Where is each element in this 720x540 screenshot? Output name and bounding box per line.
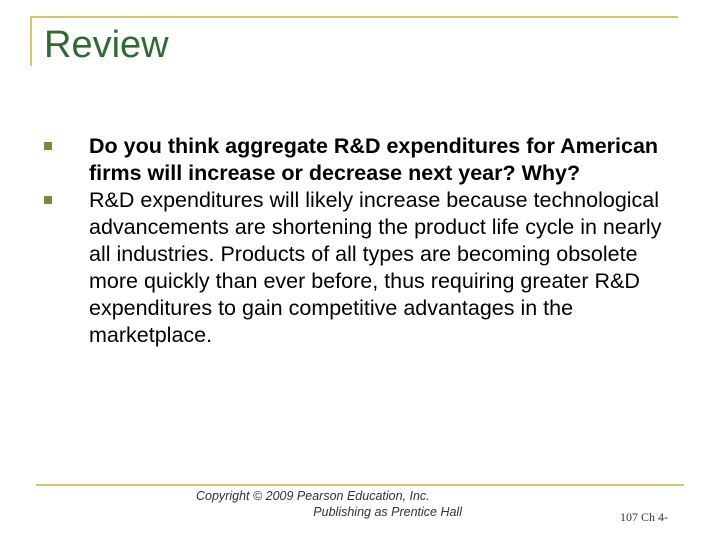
bullet-list: Do you think aggregate R&D expenditures … (44, 133, 684, 349)
title-frame-left-line (30, 16, 32, 66)
slide-title: Review (44, 24, 169, 66)
bullet-question: Do you think aggregate R&D expenditures … (44, 133, 684, 187)
copyright-line-2: Publishing as Prentice Hall (313, 505, 462, 519)
square-bullet-icon (44, 196, 52, 204)
bullet-answer: R&D expenditures will likely increase be… (44, 187, 684, 349)
slide-number: 107 Ch 4- (620, 510, 668, 524)
copyright-line-1: Copyright © 2009 Pearson Education, Inc. (196, 489, 430, 503)
bullet-question-text: Do you think aggregate R&D expenditures … (89, 134, 659, 185)
copyright-notice: Copyright © 2009 Pearson Education, Inc.… (186, 488, 462, 520)
square-bullet-icon (44, 142, 52, 150)
footer-divider (36, 484, 684, 486)
title-frame-top-line (30, 16, 678, 18)
bullet-answer-text: R&D expenditures will likely increase be… (89, 188, 662, 347)
